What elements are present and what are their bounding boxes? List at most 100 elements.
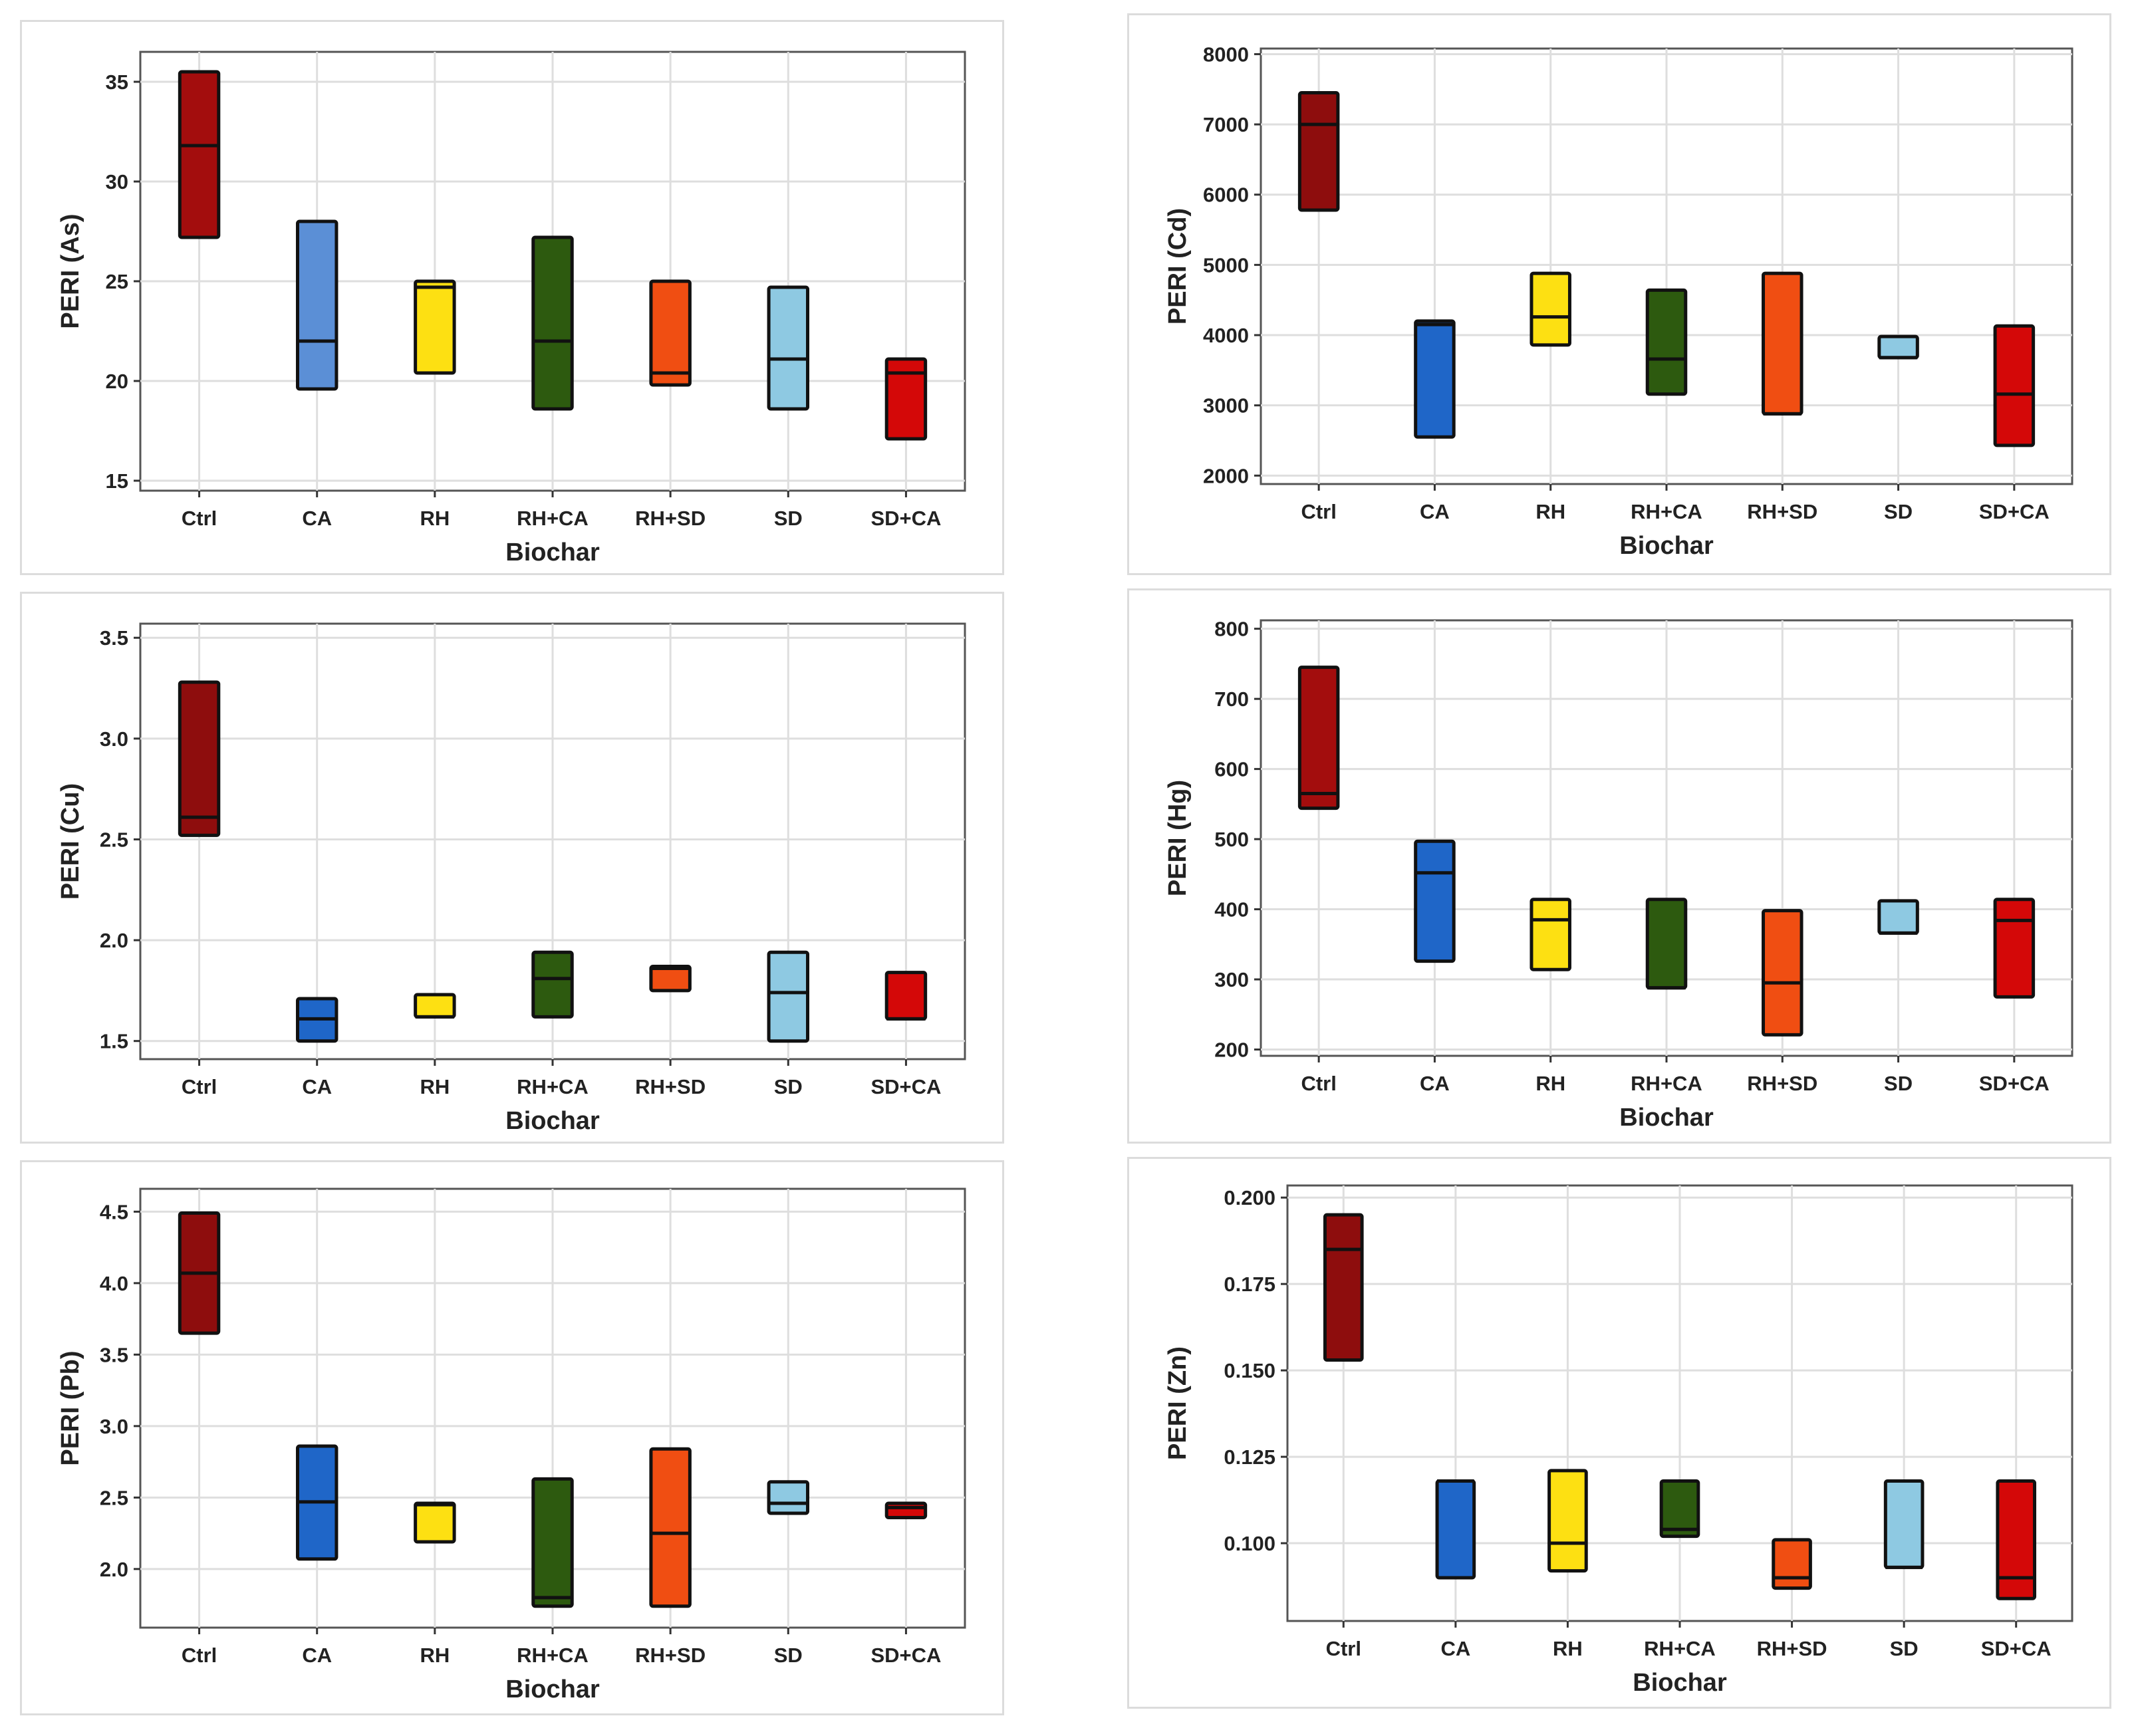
y-tick-label: 3.5: [100, 626, 128, 650]
y-tick-label: 4.5: [100, 1200, 128, 1223]
x-axis-title: Biochar: [505, 539, 600, 566]
box-rh-plus-ca: [1645, 288, 1688, 396]
y-tick-label: 600: [1214, 758, 1249, 781]
chart-panel-as: 15 20 25 30 35 Ctrl CA RH RH+CA RH+SD SD SD+CA Bioch…: [20, 20, 1004, 575]
x-tick-label: SD+CA: [870, 1644, 941, 1667]
y-tick-label: 5000: [1203, 253, 1249, 277]
box-ca: [1414, 319, 1456, 439]
box-rh-plus-ca: [1659, 1479, 1700, 1539]
x-axis-title: Biochar: [505, 1675, 600, 1703]
box-sd-plus-ca: [1993, 324, 2036, 447]
chart-cu: 1.5 2.0 2.5 3.0 3.5 Ctrl CA RH RH+CA RH+SD SD SD+CA…: [57, 622, 966, 1135]
box-rh-plus-sd: [1762, 271, 1803, 416]
x-axis-title: Biochar: [1619, 1104, 1714, 1132]
x-tick-label: Ctrl: [1326, 1637, 1361, 1660]
x-tick-label: RH: [420, 1644, 450, 1667]
y-tick-label: 700: [1214, 687, 1249, 711]
x-tick-label: RH+CA: [517, 1644, 589, 1667]
x-tick-label: RH+CA: [1631, 500, 1702, 523]
y-tick-label: 7000: [1203, 113, 1249, 136]
y-axis-title: PERI (As): [57, 213, 84, 328]
chart-hg: 200 300 400 500 600 700 800 Ctrl CA RH RH+CA RH+SD S…: [1164, 618, 2073, 1132]
box-rh-plus-sd: [1762, 909, 1803, 1037]
y-tick-label: 4.0: [100, 1272, 128, 1295]
y-tick-label: 0.200: [1224, 1186, 1275, 1209]
x-tick-label: CA: [302, 507, 332, 530]
y-tick-label: 0.125: [1224, 1445, 1275, 1469]
x-tick-label: CA: [1440, 1637, 1470, 1660]
y-tick-label: 0.100: [1224, 1532, 1275, 1555]
box-rh-plus-sd: [649, 279, 692, 387]
chart-panel-cu: 1.5 2.0 2.5 3.0 3.5 Ctrl CA RH RH+CA RH+SD SD SD+CA…: [20, 592, 1004, 1144]
y-tick-label: 400: [1214, 898, 1249, 922]
box-ctrl: [178, 680, 221, 837]
y-tick-label: 1.5: [100, 1030, 128, 1053]
x-tick-label: RH+SD: [635, 1075, 706, 1098]
y-tick-label: 2.5: [100, 828, 128, 851]
box-sd: [1883, 1479, 1925, 1569]
y-tick-label: 2000: [1203, 464, 1249, 487]
y-axis-title: PERI (Pb): [57, 1350, 84, 1465]
x-tick-label: Ctrl: [1301, 500, 1336, 523]
x-tick-label: SD: [774, 507, 803, 530]
box-rh-plus-sd: [1772, 1538, 1812, 1590]
chart-as: 15 20 25 30 35 Ctrl CA RH RH+CA RH+SD SD SD+CA Bioch…: [57, 51, 966, 566]
y-tick-label: 500: [1214, 828, 1249, 851]
y-tick-label: 2.5: [100, 1486, 128, 1509]
y-tick-label: 200: [1214, 1039, 1249, 1062]
chart-panel-hg: 200 300 400 500 600 700 800 Ctrl CA RH RH+CA RH+SD S…: [1127, 588, 2111, 1144]
box-rh-plus-sd: [649, 1447, 692, 1608]
x-tick-label: CA: [1420, 1072, 1450, 1095]
x-tick-label: SD+CA: [1979, 1072, 2050, 1095]
box-ca: [295, 219, 338, 391]
x-tick-label: RH+SD: [1747, 1072, 1817, 1095]
x-tick-label: CA: [302, 1075, 332, 1098]
x-tick-label: Ctrl: [182, 507, 217, 530]
x-tick-label: SD+CA: [870, 507, 941, 530]
box-sd-plus-ca: [884, 971, 928, 1021]
x-tick-label: RH: [1553, 1637, 1583, 1660]
x-axis-title: Biochar: [1619, 532, 1714, 560]
chart-zn: 0.100 0.125 0.150 0.175 0.200 Ctrl CA RH RH+CA RH…: [1164, 1184, 2073, 1697]
y-tick-label: 15: [106, 469, 128, 493]
x-axis-title: Biochar: [505, 1107, 600, 1135]
box-rh: [414, 1501, 456, 1544]
box-rh-plus-ca: [1645, 898, 1688, 990]
y-tick-label: 3000: [1203, 394, 1249, 418]
x-tick-label: Ctrl: [182, 1075, 217, 1098]
x-tick-label: SD: [1884, 500, 1913, 523]
x-tick-label: RH+CA: [1644, 1637, 1716, 1660]
x-tick-label: SD: [774, 1075, 803, 1098]
x-tick-label: RH+CA: [1631, 1072, 1702, 1095]
x-tick-label: RH: [1535, 500, 1565, 523]
y-tick-label: 2.0: [100, 929, 128, 952]
y-tick-label: 300: [1214, 968, 1249, 991]
box-rh: [414, 279, 456, 375]
box-rh: [1530, 271, 1571, 347]
y-tick-label: 25: [106, 270, 128, 293]
y-tick-label: 3.5: [100, 1343, 128, 1366]
box-ca: [1435, 1479, 1476, 1580]
x-tick-label: RH: [1535, 1072, 1565, 1095]
y-tick-label: 3.0: [100, 1415, 128, 1438]
box-sd-plus-ca: [1996, 1479, 2037, 1600]
chart-panel-cd: 2000 3000 4000 5000 6000 7000 8000 Ctrl CA RH RH+C…: [1127, 13, 2111, 575]
box-ctrl: [1323, 1213, 1364, 1362]
box-ctrl: [178, 70, 221, 239]
x-tick-label: RH+SD: [1757, 1637, 1827, 1660]
y-axis-title: PERI (Cd): [1164, 208, 1192, 324]
y-tick-label: 20: [106, 370, 128, 393]
x-tick-label: Ctrl: [1301, 1072, 1336, 1095]
box-sd-plus-ca: [1993, 898, 2036, 999]
box-rh-plus-ca: [531, 950, 574, 1019]
chart-cd: 2000 3000 4000 5000 6000 7000 8000 Ctrl CA RH RH+C…: [1164, 43, 2073, 560]
y-tick-label: 6000: [1203, 184, 1249, 207]
chart-panel-zn: 0.100 0.125 0.150 0.175 0.200 Ctrl CA RH RH+CA RH…: [1127, 1157, 2111, 1709]
box-sd: [767, 950, 810, 1043]
y-tick-label: 3.0: [100, 727, 128, 751]
x-tick-label: SD: [1890, 1637, 1919, 1660]
box-ca: [1414, 839, 1456, 963]
y-tick-label: 0.150: [1224, 1359, 1275, 1382]
x-axis-title: Biochar: [1633, 1669, 1727, 1697]
box-rh: [1547, 1469, 1588, 1573]
